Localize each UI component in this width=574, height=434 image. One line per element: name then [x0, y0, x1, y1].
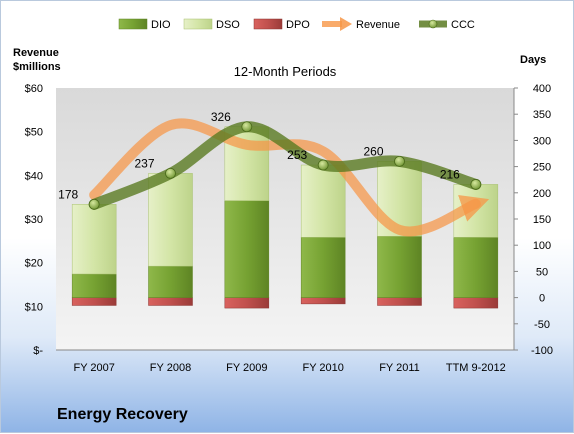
legend-label-revenue: Revenue — [356, 19, 400, 31]
ccc-data-label: 253 — [287, 148, 307, 162]
bar-dpo — [71, 297, 117, 306]
bar-dso — [300, 164, 346, 238]
left-tick-label: $40 — [25, 170, 43, 182]
bar-dio — [148, 265, 193, 298]
right-tick-label: -100 — [531, 345, 553, 357]
x-tick-label: FY 2007 — [73, 362, 114, 374]
left-tick-label: $30 — [25, 214, 43, 226]
x-tick-label: FY 2010 — [302, 362, 343, 374]
left-axis-title: Revenue — [13, 47, 59, 59]
x-tick-label: FY 2008 — [150, 362, 191, 374]
bar-dpo — [148, 297, 193, 306]
bar-dio — [71, 273, 117, 298]
bar-dio — [224, 200, 270, 298]
legend-label-dso: DSO — [216, 19, 240, 31]
bar-dpo — [377, 297, 422, 306]
legend-swatch-revenue-arrow — [340, 17, 352, 31]
bar-dpo — [453, 297, 499, 309]
legend-label-ccc: CCC — [451, 19, 475, 31]
right-tick-label: 50 — [536, 266, 548, 278]
ccc-data-label: 178 — [58, 187, 78, 201]
right-tick-label: 400 — [533, 83, 551, 95]
legend-swatch-dso — [183, 18, 213, 30]
bar-dpo — [224, 297, 270, 309]
legend-label-dio: DIO — [151, 19, 171, 31]
bar-dpo — [300, 297, 346, 305]
right-tick-label: 100 — [533, 240, 551, 252]
right-tick-label: 200 — [533, 188, 551, 200]
right-tick-label: 250 — [533, 162, 551, 174]
bar-dso — [148, 173, 193, 267]
ccc-data-label: 326 — [211, 110, 231, 124]
x-tick-label: FY 2011 — [379, 362, 420, 374]
bar-dio — [300, 237, 346, 298]
legend-swatch-dio — [118, 18, 148, 30]
chart-title: 12-Month Periods — [234, 64, 337, 79]
legend-swatch-dpo — [253, 18, 283, 30]
ccc-point — [317, 159, 329, 171]
left-tick-label: $- — [33, 345, 43, 357]
left-tick-label: $60 — [25, 83, 43, 95]
bar-dio — [453, 237, 499, 298]
ccc-point — [394, 155, 405, 167]
left-tick-label: $10 — [25, 301, 43, 313]
left-tick-label: $20 — [25, 258, 43, 270]
right-tick-label: 150 — [533, 214, 551, 226]
legend-swatch-ccc-dot — [428, 19, 438, 29]
right-tick-label: 0 — [539, 293, 545, 305]
ccc-point — [241, 121, 253, 133]
right-axis-title: Days — [520, 54, 546, 66]
left-axis-title: $millions — [13, 61, 61, 73]
ccc-point — [470, 179, 482, 190]
bar-dso — [71, 204, 117, 275]
ccc-data-label: 216 — [440, 167, 460, 181]
bar-dio — [377, 236, 422, 298]
ccc-data-label: 237 — [134, 156, 154, 170]
right-tick-label: -50 — [534, 319, 550, 331]
right-tick-label: 350 — [533, 109, 551, 121]
ccc-point — [88, 198, 100, 210]
ccc-point — [165, 168, 176, 179]
right-tick-label: 300 — [533, 135, 551, 147]
left-tick-label: $50 — [25, 127, 43, 139]
company-name: Energy Recovery — [57, 406, 188, 423]
ccc-data-label: 260 — [363, 144, 383, 158]
x-tick-label: TTM 9-2012 — [446, 362, 506, 374]
legend-label-dpo: DPO — [286, 19, 310, 31]
x-tick-label: FY 2009 — [226, 362, 267, 374]
